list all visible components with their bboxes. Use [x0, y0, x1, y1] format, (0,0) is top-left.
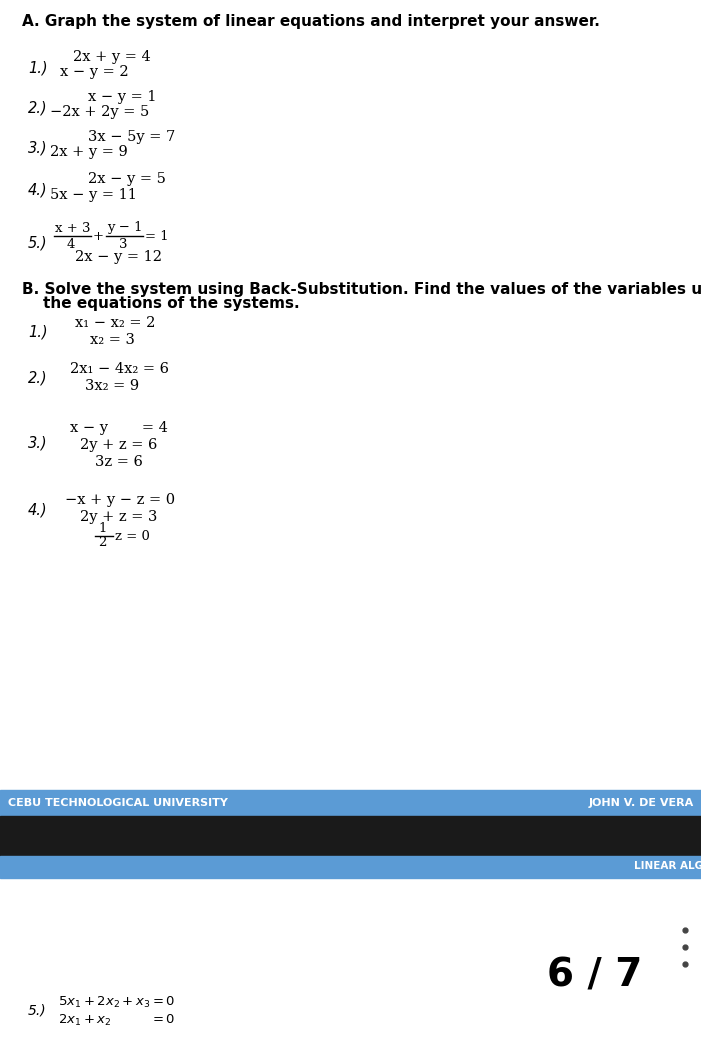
Text: 4: 4 — [67, 237, 76, 250]
Text: 2x − y = 5: 2x − y = 5 — [88, 172, 166, 186]
Text: 2y + z = 3: 2y + z = 3 — [80, 510, 158, 524]
Text: 2.): 2.) — [28, 370, 48, 386]
Text: $2x_1 + x_2\quad\quad\quad = 0$: $2x_1 + x_2\quad\quad\quad = 0$ — [58, 1013, 175, 1027]
Text: 3z = 6: 3z = 6 — [95, 455, 143, 469]
FancyBboxPatch shape — [522, 927, 668, 1018]
Text: 3: 3 — [119, 237, 128, 250]
Text: 5.): 5.) — [28, 1003, 47, 1017]
Text: 2: 2 — [98, 537, 107, 549]
Text: 2x₁ − 4x₂ = 6: 2x₁ − 4x₂ = 6 — [70, 362, 169, 376]
Text: −2x + 2y = 5: −2x + 2y = 5 — [50, 105, 149, 119]
Text: A. Graph the system of linear equations and interpret your answer.: A. Graph the system of linear equations … — [22, 14, 600, 29]
Text: the equations of the systems.: the equations of the systems. — [22, 296, 299, 311]
Text: CEBU TECHNOLOGICAL UNIVERSITY: CEBU TECHNOLOGICAL UNIVERSITY — [8, 798, 228, 808]
Text: = 1: = 1 — [145, 229, 169, 243]
Text: y − 1: y − 1 — [107, 222, 142, 234]
Text: 3x₂ = 9: 3x₂ = 9 — [85, 379, 139, 393]
Text: 3x − 5y = 7: 3x − 5y = 7 — [88, 130, 175, 144]
Text: x − y   = 4: x − y = 4 — [70, 420, 168, 435]
Text: 4.): 4.) — [28, 182, 48, 198]
Text: LINEAR ALGEBRA|7: LINEAR ALGEBRA|7 — [634, 862, 701, 872]
Text: 2.): 2.) — [28, 100, 48, 115]
Text: x − y = 2: x − y = 2 — [60, 65, 128, 79]
Text: x − y = 1: x − y = 1 — [88, 90, 156, 104]
Text: 1: 1 — [98, 523, 107, 536]
Text: x₂ = 3: x₂ = 3 — [90, 333, 135, 347]
Text: x₁ − x₂ = 2: x₁ − x₂ = 2 — [75, 316, 156, 329]
Text: 6 / 7: 6 / 7 — [547, 956, 643, 994]
Text: +: + — [93, 229, 104, 243]
Bar — [0, 790, 701, 816]
Text: 5.): 5.) — [28, 235, 48, 250]
Text: 2x − y = 12: 2x − y = 12 — [75, 250, 162, 264]
Text: 2x + y = 9: 2x + y = 9 — [50, 145, 128, 159]
Text: JOHN V. DE VERA: JOHN V. DE VERA — [589, 798, 694, 808]
Text: 1.): 1.) — [28, 61, 48, 75]
Text: 4.): 4.) — [28, 502, 48, 518]
Text: −x + y − z = 0: −x + y − z = 0 — [65, 493, 175, 507]
Text: $5x_1 + 2x_2 + x_3 = 0$: $5x_1 + 2x_2 + x_3 = 0$ — [58, 995, 175, 1009]
Bar — [0, 816, 701, 856]
Text: x + 3: x + 3 — [55, 222, 90, 234]
Bar — [0, 856, 701, 1046]
Text: 3.): 3.) — [28, 140, 48, 156]
Text: B. Solve the system using Back-Substitution. Find the values of the variables us: B. Solve the system using Back-Substitut… — [22, 282, 701, 297]
Text: 2y + z = 6: 2y + z = 6 — [80, 438, 158, 452]
Text: 3.): 3.) — [28, 435, 48, 451]
Text: 5x − y = 11: 5x − y = 11 — [50, 188, 137, 202]
Text: 1.): 1.) — [28, 324, 48, 340]
Bar — [0, 856, 701, 878]
Bar — [0, 0, 701, 790]
Text: 2x + y = 4: 2x + y = 4 — [73, 50, 151, 64]
Text: z = 0: z = 0 — [115, 529, 150, 543]
